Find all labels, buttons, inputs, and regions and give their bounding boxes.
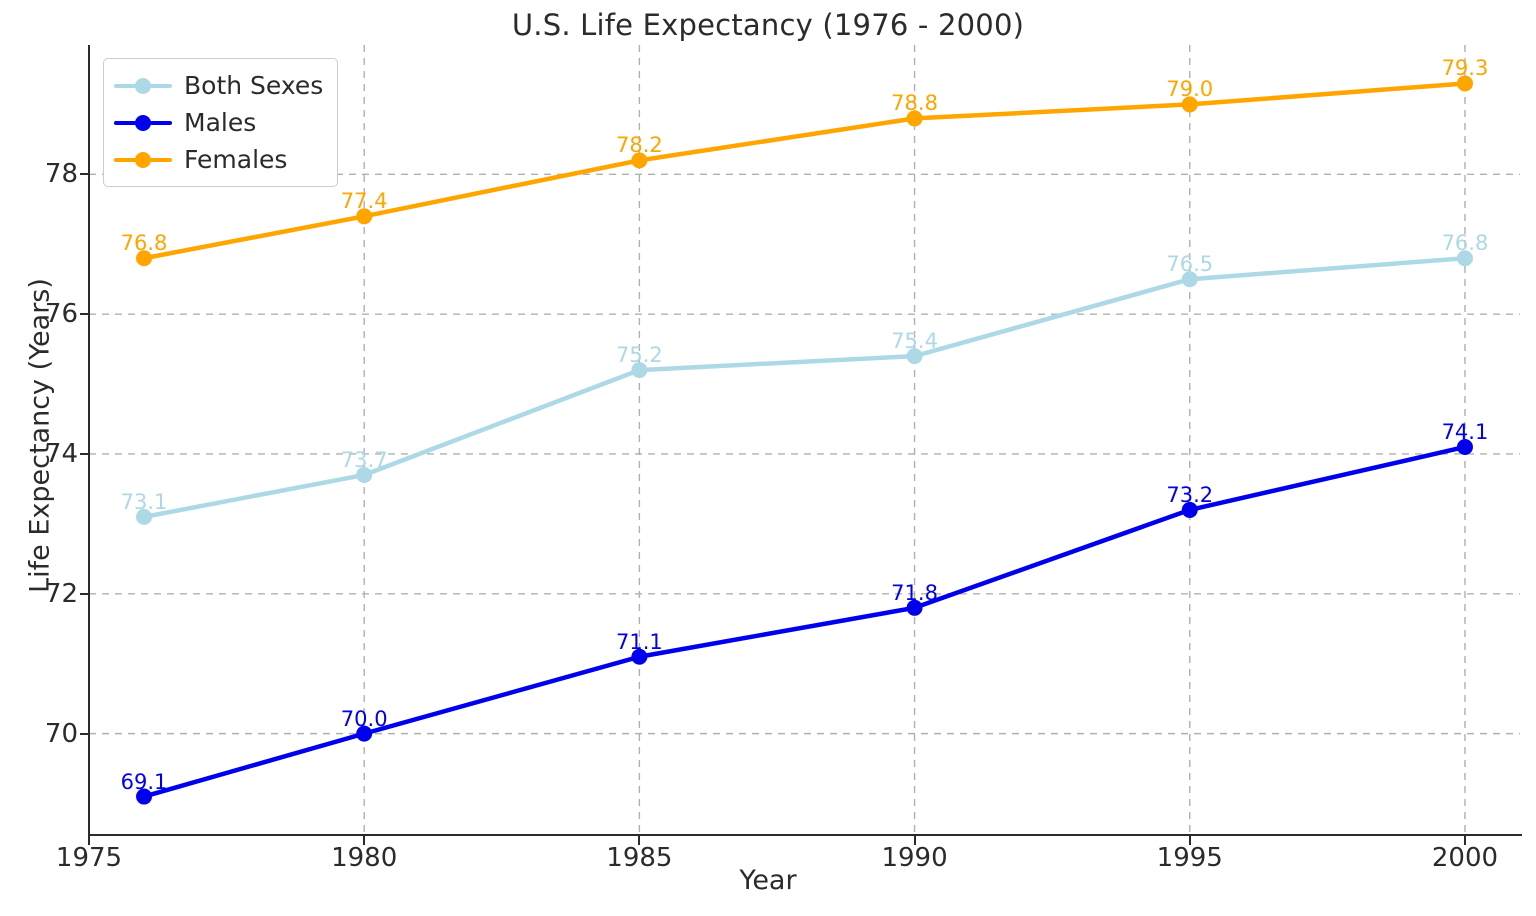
- data-point[interactable]: [906, 110, 923, 127]
- data-point[interactable]: [1181, 96, 1198, 113]
- data-point[interactable]: [136, 250, 153, 267]
- y-tick-label: 70: [44, 718, 78, 749]
- data-point[interactable]: [631, 648, 648, 665]
- legend-label: Females: [184, 145, 288, 174]
- series-line-males: [141, 444, 1468, 799]
- x-tick-mark: [88, 836, 90, 845]
- y-tick-mark: [80, 313, 89, 316]
- data-point[interactable]: [906, 599, 923, 616]
- chart-title: U.S. Life Expectancy (1976 - 2000): [511, 8, 1025, 42]
- chart-svg: [89, 45, 1520, 835]
- data-point[interactable]: [356, 208, 373, 225]
- data-point[interactable]: [356, 725, 373, 742]
- data-point[interactable]: [136, 788, 153, 805]
- x-tick-label: 1980: [331, 843, 398, 873]
- data-point[interactable]: [631, 152, 648, 169]
- data-point[interactable]: [906, 348, 923, 365]
- y-tick-label: 74: [44, 438, 78, 469]
- x-tick-mark: [363, 836, 366, 845]
- series-line-both-sexes: [141, 255, 1468, 520]
- series-lines: [136, 75, 1473, 805]
- y-tick-mark: [80, 592, 89, 595]
- x-tick-mark: [1463, 836, 1466, 845]
- gridlines: [89, 45, 1520, 835]
- x-tick-mark: [913, 836, 916, 845]
- legend-item-males[interactable]: Males: [114, 104, 323, 141]
- chart-legend[interactable]: Both Sexes Males Females: [103, 58, 339, 187]
- data-point[interactable]: [1181, 501, 1198, 518]
- x-tick-label: 1990: [881, 843, 948, 873]
- data-point[interactable]: [136, 508, 153, 525]
- y-tick-label: 78: [44, 159, 78, 190]
- x-tick-label: 1985: [606, 843, 673, 873]
- data-point[interactable]: [1456, 438, 1473, 455]
- x-tick-label: 1975: [55, 843, 123, 873]
- legend-swatch-icon: [114, 76, 172, 96]
- x-tick-mark: [638, 836, 641, 845]
- x-tick-label: 1995: [1156, 843, 1223, 873]
- y-axis-spine: [88, 45, 90, 835]
- x-tick-label: 2000: [1431, 843, 1499, 873]
- y-tick-label: 76: [44, 299, 78, 330]
- legend-item-both-sexes[interactable]: Both Sexes: [114, 67, 323, 104]
- data-point[interactable]: [1181, 271, 1198, 288]
- x-axis-label: Year: [739, 865, 797, 896]
- y-tick-mark: [80, 452, 89, 455]
- data-point[interactable]: [1456, 75, 1473, 92]
- series-line-females: [141, 81, 1468, 261]
- data-point[interactable]: [631, 362, 648, 379]
- data-point[interactable]: [1456, 250, 1473, 267]
- legend-item-females[interactable]: Females: [114, 141, 323, 178]
- legend-swatch-icon: [114, 150, 172, 170]
- y-tick-mark: [80, 732, 89, 735]
- y-tick-mark: [80, 173, 89, 176]
- data-point[interactable]: [356, 466, 373, 483]
- legend-swatch-icon: [114, 113, 172, 133]
- legend-label: Males: [184, 108, 257, 137]
- legend-label: Both Sexes: [184, 71, 324, 100]
- y-axis-label: Life Expectancy (Years): [24, 278, 56, 593]
- x-axis-spine: [88, 834, 1522, 836]
- y-tick-label: 72: [44, 578, 78, 609]
- x-tick-mark: [1188, 836, 1191, 845]
